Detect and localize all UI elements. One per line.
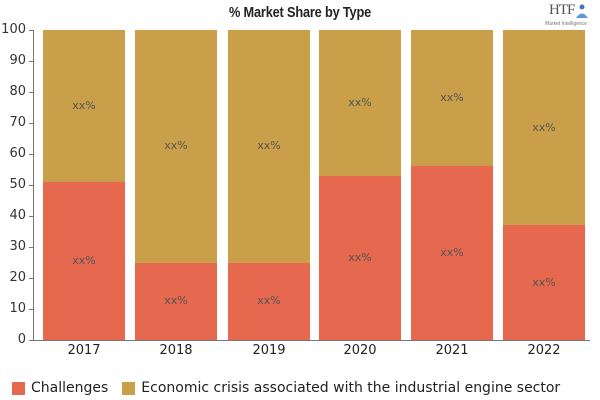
y-tick-mark <box>29 309 34 310</box>
bar-segment-economic-crisis[interactable]: xx% <box>411 30 493 167</box>
data-label: xx% <box>348 95 372 109</box>
bar-2020[interactable]: xx% xx% <box>319 30 401 340</box>
bar-segment-challenges[interactable]: xx% <box>228 262 310 340</box>
data-label: xx% <box>72 98 96 112</box>
bar-segment-challenges[interactable]: xx% <box>43 181 125 340</box>
x-tick-label: 2021 <box>435 343 469 358</box>
legend-swatch-icon <box>122 381 136 395</box>
logo-text: HTF <box>549 2 575 18</box>
y-axis <box>33 30 34 341</box>
y-tick-label: 10 <box>9 301 26 316</box>
y-tick-label: 100 <box>1 22 26 37</box>
y-tick-label: 30 <box>9 239 26 254</box>
x-tick-label: 2019 <box>252 343 286 358</box>
data-label: xx% <box>348 250 372 264</box>
bar-2018[interactable]: xx% xx% <box>135 30 217 340</box>
y-tick-label: 20 <box>9 270 26 285</box>
bar-2021[interactable]: xx% xx% <box>411 30 493 340</box>
legend-label: Economic crisis associated with the indu… <box>141 380 561 396</box>
bar-segment-economic-crisis[interactable]: xx% <box>228 30 310 263</box>
y-tick-mark <box>29 92 34 93</box>
data-label: xx% <box>532 275 556 289</box>
y-tick-mark <box>29 247 34 248</box>
x-tick-label: 2017 <box>67 343 101 358</box>
y-tick-mark <box>29 123 34 124</box>
data-label: xx% <box>440 246 464 260</box>
y-tick-label: 80 <box>9 84 26 99</box>
bar-2019[interactable]: xx% xx% <box>228 30 310 340</box>
bar-segment-economic-crisis[interactable]: xx% <box>503 30 585 226</box>
chart-title: % Market Share by Type <box>228 4 372 21</box>
logo-subtext: Market Intelligence <box>545 21 587 27</box>
data-label: xx% <box>257 139 281 153</box>
legend-item-challenges[interactable]: Challenges <box>12 380 108 396</box>
bar-segment-economic-crisis[interactable]: xx% <box>43 30 125 182</box>
bar-segment-challenges[interactable]: xx% <box>135 262 217 340</box>
bar-segment-economic-crisis[interactable]: xx% <box>319 30 401 176</box>
data-label: xx% <box>257 294 281 308</box>
bar-segment-challenges[interactable]: xx% <box>503 225 585 340</box>
y-tick-mark <box>29 185 34 186</box>
htf-logo: HTF Market Intelligence <box>545 2 597 32</box>
y-tick-mark <box>29 154 34 155</box>
y-tick-mark <box>29 216 34 217</box>
bar-segment-challenges[interactable]: xx% <box>411 166 493 340</box>
y-tick-label: 90 <box>9 53 26 68</box>
data-label: xx% <box>532 120 556 134</box>
y-tick-mark <box>29 61 34 62</box>
bar-segment-challenges[interactable]: xx% <box>319 175 401 340</box>
y-tick-label: 40 <box>9 208 26 223</box>
legend-item-economic-crisis[interactable]: Economic crisis associated with the indu… <box>122 380 560 396</box>
y-tick-label: 0 <box>17 332 26 347</box>
y-tick-label: 50 <box>9 177 26 192</box>
x-axis <box>29 340 590 341</box>
legend-swatch-icon <box>12 381 25 395</box>
x-tick-label: 2020 <box>343 343 377 358</box>
data-label: xx% <box>72 253 96 267</box>
data-label: xx% <box>440 91 464 105</box>
data-label: xx% <box>164 139 188 153</box>
bar-2017[interactable]: xx% xx% <box>43 30 125 340</box>
legend-label: Challenges <box>31 380 109 396</box>
y-tick-label: 60 <box>9 146 26 161</box>
bar-2022[interactable]: xx% xx% <box>503 30 585 340</box>
x-tick-label: 2018 <box>159 343 193 358</box>
logo-mark-icon <box>576 4 588 18</box>
y-tick-label: 70 <box>9 115 26 130</box>
data-label: xx% <box>164 294 188 308</box>
y-tick-mark <box>29 30 34 31</box>
legend: Challenges Economic crisis associated wit… <box>12 380 574 396</box>
x-tick-label: 2022 <box>527 343 561 358</box>
bar-segment-economic-crisis[interactable]: xx% <box>135 30 217 263</box>
y-tick-mark <box>29 278 34 279</box>
